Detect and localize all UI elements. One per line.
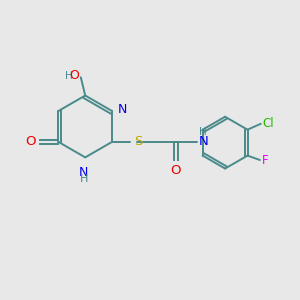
Text: N: N <box>117 103 127 116</box>
Text: H: H <box>80 174 88 184</box>
Text: N: N <box>79 166 88 178</box>
Text: O: O <box>25 135 36 148</box>
Text: N: N <box>199 135 208 148</box>
Text: Cl: Cl <box>262 117 274 130</box>
Text: O: O <box>171 164 181 177</box>
Text: O: O <box>70 69 79 82</box>
Text: H: H <box>65 71 73 81</box>
Text: S: S <box>134 135 142 148</box>
Text: H: H <box>199 127 206 136</box>
Text: F: F <box>262 154 269 167</box>
